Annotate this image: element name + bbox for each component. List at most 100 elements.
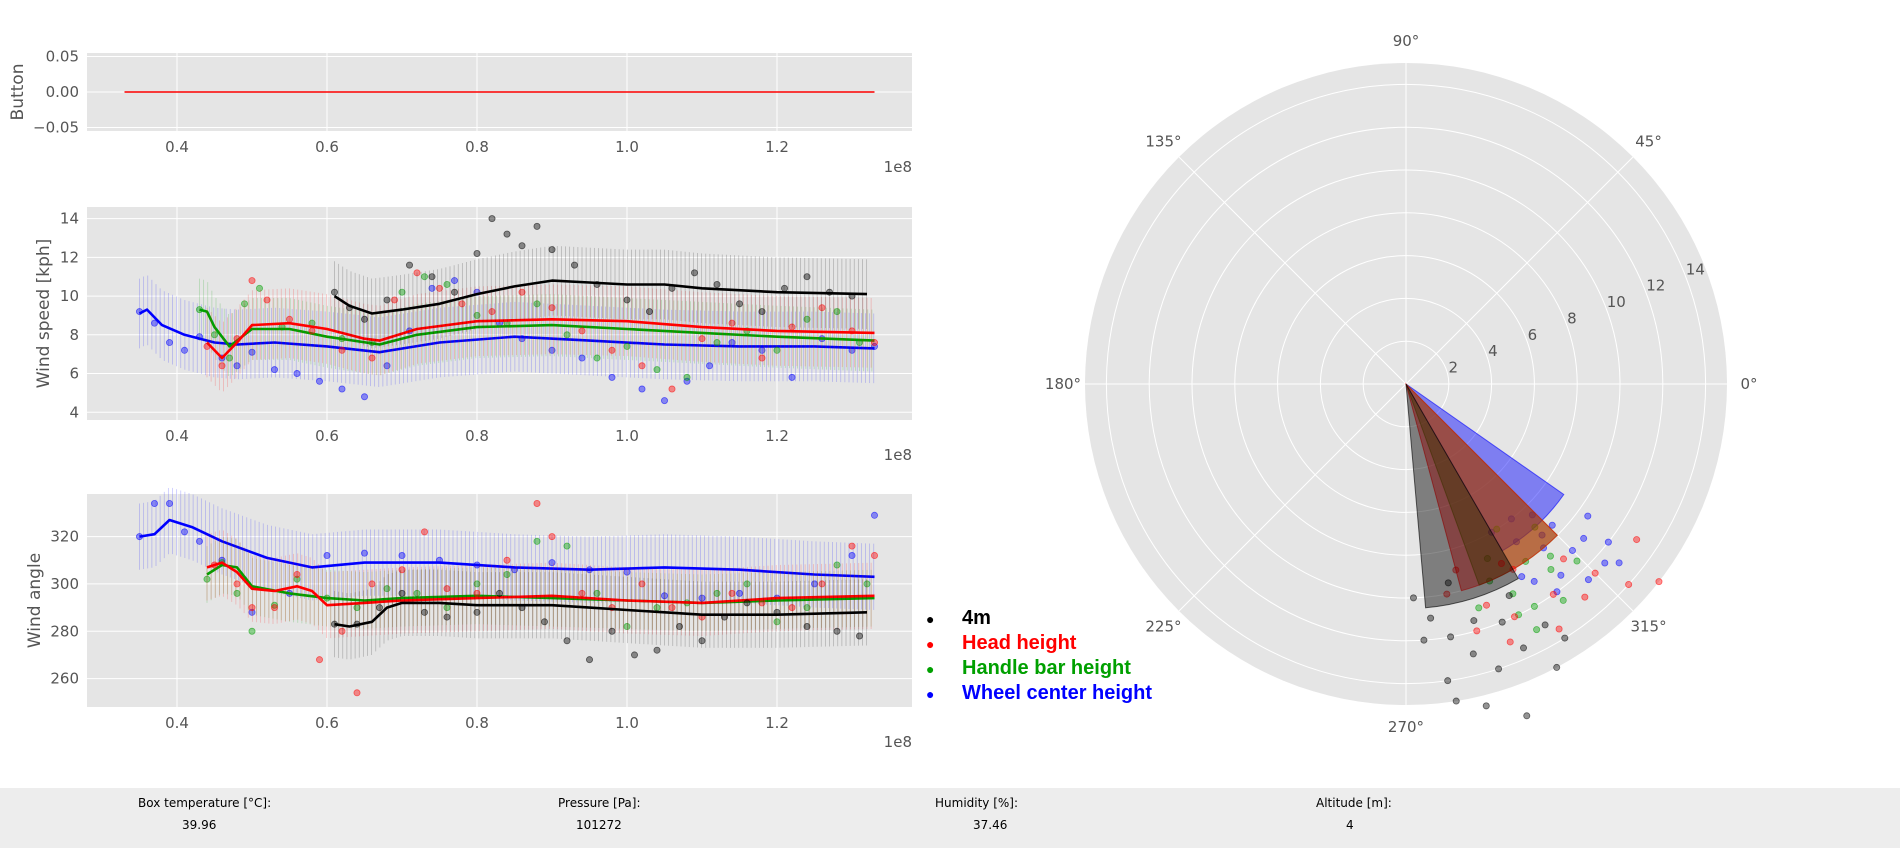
polar-point	[1512, 538, 1520, 546]
scatter-point	[848, 542, 856, 550]
scatter-point	[548, 346, 556, 354]
status-bar: Box temperature [°C]: 39.96 Pressure [Pa…	[0, 788, 1900, 848]
polar-point	[1420, 636, 1428, 644]
scatter-point	[571, 261, 579, 269]
scatter-point	[608, 346, 616, 354]
polar-point	[1498, 618, 1506, 626]
polar-point	[1541, 621, 1549, 629]
scatter-point	[518, 242, 526, 250]
y-tick-label: 0.00	[46, 83, 79, 101]
y-tick-label: 320	[50, 528, 79, 546]
scatter-point	[871, 511, 879, 519]
scatter-point	[758, 354, 766, 362]
scatter-point	[473, 249, 481, 257]
scatter-point	[563, 542, 571, 550]
scatter-point	[293, 570, 301, 578]
scatter-point	[420, 528, 428, 536]
theta-tick-label: 45°	[1635, 132, 1662, 150]
scatter-point	[353, 689, 361, 697]
status-box-temperature: Box temperature [°C]: 39.96	[138, 796, 271, 832]
scatter-point	[473, 608, 481, 616]
x-offset-label: 1e8	[884, 446, 912, 464]
y-tick-label: −0.05	[33, 118, 79, 136]
x-tick-label: 0.6	[315, 427, 339, 445]
scatter-point	[315, 377, 323, 385]
scatter-point	[653, 366, 661, 374]
polar-spoke	[1405, 156, 1634, 385]
x-tick-label: 0.6	[315, 714, 339, 732]
scatter-point	[803, 623, 811, 631]
scatter-point	[360, 315, 368, 323]
scatter-point	[488, 215, 496, 223]
scatter-point	[713, 589, 721, 597]
x-tick-label: 0.8	[465, 138, 489, 156]
polar-point	[1482, 702, 1490, 710]
direction-wedge	[1405, 383, 1519, 609]
scatter-point	[533, 499, 541, 507]
y-tick-label: 0.05	[46, 48, 79, 66]
polar-point	[1559, 596, 1567, 604]
polar-point	[1547, 565, 1555, 573]
polar-point	[1447, 633, 1455, 641]
scatter-point	[736, 300, 744, 308]
scatter-point	[698, 594, 706, 602]
scatter-point	[398, 589, 406, 597]
scatter-point	[450, 288, 458, 296]
scatter-point	[683, 377, 691, 385]
scatter-point	[503, 556, 511, 564]
x-tick-label: 1.2	[765, 138, 789, 156]
x-offset-label: 1e8	[884, 733, 912, 751]
polar-point	[1506, 638, 1514, 646]
polar-point	[1615, 559, 1623, 567]
status-pressure: Pressure [Pa]: 101272	[558, 796, 641, 832]
polar-series-2	[1405, 382, 1663, 646]
scatter-point	[293, 370, 301, 378]
scatter-point	[248, 627, 256, 635]
scatter-point	[285, 315, 293, 323]
scatter-point	[638, 362, 646, 370]
scatter-point	[420, 273, 428, 281]
scatter-point	[293, 575, 301, 583]
scatter-point	[398, 566, 406, 574]
r-tick-label: 4	[1488, 342, 1498, 360]
polar-point	[1553, 588, 1561, 596]
scatter-point	[758, 308, 766, 316]
scatter-point	[398, 552, 406, 560]
polar-point	[1604, 538, 1612, 546]
y-tick-label: 14	[60, 210, 79, 228]
scatter-point	[308, 327, 316, 335]
scatter-point	[443, 613, 451, 621]
polar-series-0	[1405, 383, 1623, 596]
legend-label: Handle bar height	[962, 657, 1131, 679]
mean-line	[333, 279, 868, 315]
y-axis-label: Wind speed [kph]	[34, 239, 54, 389]
y-tick-label: 300	[50, 575, 79, 593]
scatter-point	[533, 222, 541, 230]
scatter-point	[263, 296, 271, 304]
legend-marker: ●	[926, 610, 935, 627]
scatter-point	[315, 656, 323, 664]
scatter-point	[803, 604, 811, 612]
y-tick-label: 4	[69, 403, 79, 421]
scatter-point	[398, 288, 406, 296]
scatter-point	[668, 385, 676, 393]
scatter-point	[413, 269, 421, 277]
altitude-label: Altitude [m]:	[1316, 796, 1392, 810]
scatter-point	[248, 348, 256, 356]
scatter-point	[713, 339, 721, 347]
legend-item-handle-bar-height: ● Handle bar height	[922, 656, 1152, 681]
y-axis-label: Wind angle	[25, 553, 45, 648]
scatter-point	[218, 362, 226, 370]
scatter-point	[871, 339, 879, 347]
legend-item-4m: ● 4m	[922, 606, 1152, 631]
polar-point	[1505, 592, 1513, 600]
polar-point	[1523, 712, 1531, 720]
theta-tick-label: 315°	[1630, 618, 1666, 636]
polar-point	[1560, 555, 1568, 563]
scatter-point	[758, 599, 766, 607]
scatter-point	[863, 580, 871, 588]
scatter-point	[405, 261, 413, 269]
mean-line	[206, 561, 875, 607]
theta-tick-label: 135°	[1145, 132, 1181, 150]
scatter-point	[548, 559, 556, 567]
